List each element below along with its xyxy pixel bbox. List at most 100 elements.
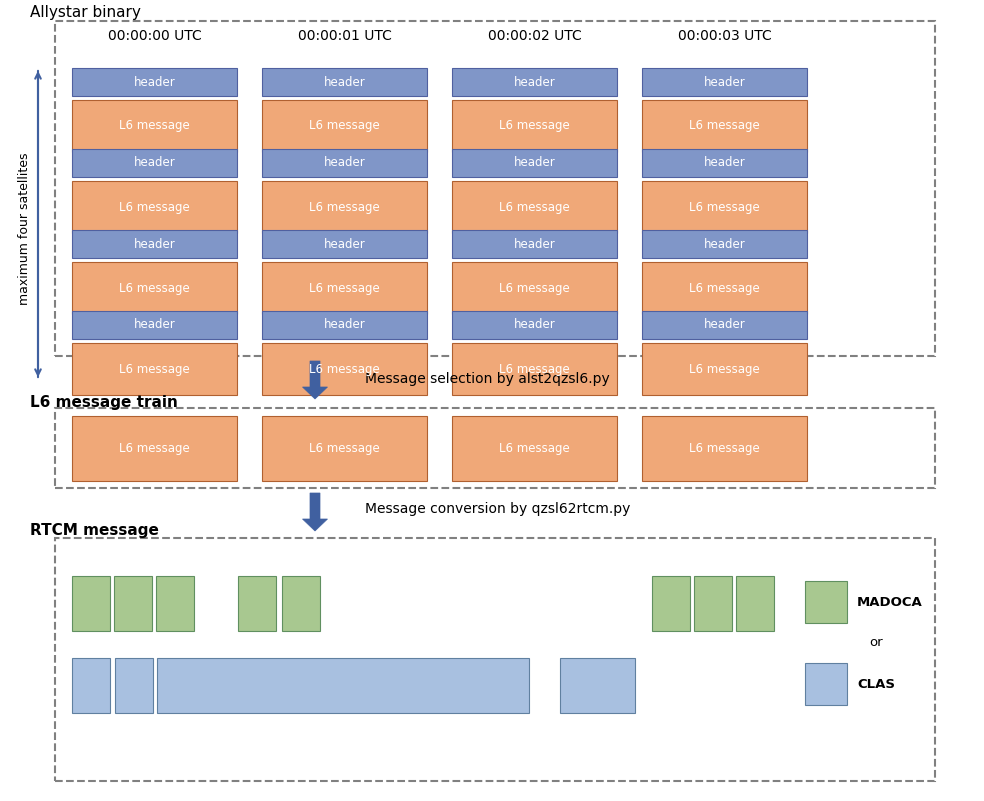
Bar — [72, 343, 237, 395]
Bar — [72, 416, 237, 481]
Bar — [262, 416, 427, 481]
Bar — [452, 68, 617, 96]
Bar — [642, 343, 807, 395]
Text: Allystar binary: Allystar binary — [30, 6, 141, 21]
Bar — [262, 68, 427, 96]
Bar — [156, 576, 194, 631]
Bar — [262, 230, 427, 258]
Bar — [115, 658, 153, 713]
Bar — [694, 576, 732, 631]
Text: header: header — [704, 319, 745, 332]
Text: L6 message: L6 message — [499, 442, 570, 455]
Text: header: header — [704, 75, 745, 88]
Bar — [642, 262, 807, 314]
Text: L6 message: L6 message — [499, 200, 570, 214]
Bar — [262, 100, 427, 152]
Text: L6 message: L6 message — [689, 363, 760, 376]
Bar — [560, 658, 635, 713]
Text: L6 message: L6 message — [119, 442, 190, 455]
Text: header: header — [704, 238, 745, 251]
Bar — [642, 416, 807, 481]
Text: header: header — [324, 319, 365, 332]
Bar — [452, 343, 617, 395]
Text: header: header — [134, 156, 175, 170]
Bar — [642, 149, 807, 177]
Text: header: header — [324, 238, 365, 251]
Text: L6 message: L6 message — [499, 281, 570, 295]
Text: header: header — [134, 75, 175, 88]
Text: L6 message: L6 message — [119, 281, 190, 295]
Text: header: header — [324, 75, 365, 88]
Bar — [72, 311, 237, 339]
Bar — [262, 343, 427, 395]
Polygon shape — [302, 361, 328, 399]
Text: CLAS: CLAS — [857, 678, 895, 690]
Bar — [642, 311, 807, 339]
Text: MADOCA: MADOCA — [857, 595, 923, 609]
Text: L6 message: L6 message — [499, 119, 570, 132]
Bar — [452, 100, 617, 152]
Text: L6 message: L6 message — [119, 119, 190, 132]
Text: maximum four satellites: maximum four satellites — [19, 153, 31, 305]
Text: L6 message: L6 message — [309, 200, 380, 214]
Text: L6 message: L6 message — [689, 119, 760, 132]
Bar — [157, 658, 529, 713]
Bar — [72, 100, 237, 152]
Bar — [262, 311, 427, 339]
Text: header: header — [704, 156, 745, 170]
Bar — [642, 230, 807, 258]
Text: header: header — [514, 156, 555, 170]
Bar — [642, 100, 807, 152]
Bar — [652, 576, 690, 631]
Text: header: header — [134, 319, 175, 332]
Text: 00:00:00 UTC: 00:00:00 UTC — [107, 29, 202, 43]
Text: header: header — [514, 75, 555, 88]
Text: L6 message: L6 message — [499, 363, 570, 376]
Bar — [72, 230, 237, 258]
Text: L6 message: L6 message — [309, 119, 380, 132]
Bar — [55, 538, 935, 781]
Text: L6 message train: L6 message train — [30, 396, 178, 410]
Text: L6 message: L6 message — [119, 200, 190, 214]
Text: 00:00:03 UTC: 00:00:03 UTC — [678, 29, 771, 43]
Bar — [452, 149, 617, 177]
Bar — [452, 416, 617, 481]
Bar — [452, 262, 617, 314]
Text: L6 message: L6 message — [309, 442, 380, 455]
Bar — [72, 181, 237, 233]
Bar — [262, 181, 427, 233]
Text: 00:00:02 UTC: 00:00:02 UTC — [488, 29, 582, 43]
Bar — [262, 262, 427, 314]
Bar — [262, 149, 427, 177]
Bar — [642, 181, 807, 233]
Bar — [805, 663, 847, 705]
Bar — [72, 68, 237, 96]
Bar — [72, 576, 110, 631]
Polygon shape — [302, 493, 328, 531]
Bar — [72, 149, 237, 177]
Bar — [452, 230, 617, 258]
Text: L6 message: L6 message — [309, 281, 380, 295]
Bar — [452, 181, 617, 233]
Bar — [114, 576, 152, 631]
Bar — [736, 576, 774, 631]
Text: header: header — [514, 238, 555, 251]
Text: Message selection by alst2qzsl6.py: Message selection by alst2qzsl6.py — [365, 372, 610, 386]
Bar — [452, 311, 617, 339]
Text: L6 message: L6 message — [689, 200, 760, 214]
Text: Message conversion by qzsl62rtcm.py: Message conversion by qzsl62rtcm.py — [365, 502, 631, 516]
Text: L6 message: L6 message — [689, 442, 760, 455]
Text: L6 message: L6 message — [689, 281, 760, 295]
Bar — [642, 68, 807, 96]
Text: L6 message: L6 message — [309, 363, 380, 376]
Text: header: header — [514, 319, 555, 332]
Bar — [55, 408, 935, 488]
Bar — [805, 581, 847, 623]
Bar — [282, 576, 320, 631]
Text: header: header — [324, 156, 365, 170]
Bar — [72, 658, 110, 713]
Text: header: header — [134, 238, 175, 251]
Bar — [55, 21, 935, 356]
Bar — [72, 262, 237, 314]
Text: or: or — [869, 637, 883, 650]
